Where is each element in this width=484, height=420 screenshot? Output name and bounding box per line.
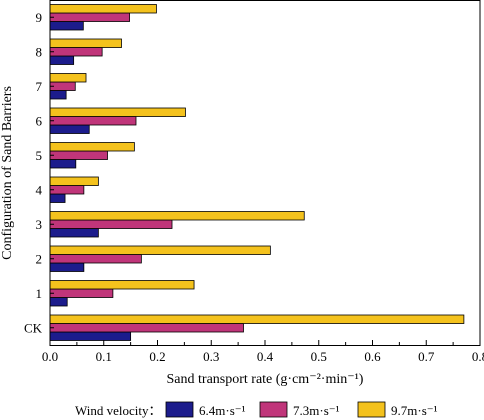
legend-label-series-1: 6.4m·s⁻¹	[199, 403, 246, 418]
bar-6-series-3	[49, 107, 186, 117]
y-tick-label: 7	[36, 79, 43, 94]
bar-3-series-3	[49, 211, 305, 221]
y-tick-label: 8	[36, 44, 43, 59]
bar-4-series-1	[49, 193, 66, 203]
x-tick-label: 0.8	[472, 349, 484, 364]
bar-2-series-1	[49, 262, 85, 272]
legend-title: Wind velocity：	[75, 403, 162, 418]
y-axis-label: Configuration of Sand Barriers	[0, 86, 15, 260]
bar-8-series-1	[49, 55, 75, 65]
bar-7-series-1	[49, 90, 67, 100]
y-tick-label: CK	[24, 320, 43, 335]
bar-1-series-2	[49, 288, 114, 298]
x-tick-label: 0.7	[418, 349, 435, 364]
bars-layer	[49, 4, 465, 341]
bar-4-series-2	[49, 185, 85, 195]
y-tick-label: 6	[36, 113, 43, 128]
y-tick-label: 3	[36, 217, 43, 232]
x-tick-label: 0.5	[311, 349, 327, 364]
y-tick-label: 5	[36, 148, 43, 163]
bar-5-series-1	[49, 159, 77, 169]
bar-CK-series-3	[49, 314, 465, 324]
bar-7-series-3	[49, 73, 87, 83]
bar-9-series-3	[49, 4, 157, 14]
y-tick-label: 4	[36, 182, 43, 197]
bar-9-series-1	[49, 21, 84, 31]
legend-swatch-series-3	[357, 401, 386, 418]
bar-8-series-2	[49, 47, 103, 57]
legend-label-series-3: 9.7m·s⁻¹	[391, 403, 438, 418]
bar-3-series-1	[49, 228, 99, 238]
bar-2-series-3	[49, 245, 271, 255]
legend-label-series-2: 7.3m·s⁻¹	[293, 403, 340, 418]
bar-1-series-3	[49, 280, 195, 290]
bar-1-series-1	[49, 297, 68, 307]
bar-4-series-3	[49, 176, 99, 186]
x-tick-label: 0.2	[149, 349, 165, 364]
y-tick-label: 9	[36, 10, 43, 25]
y-axis-ticks: CK 1 2 3 4 5 6 7 8 9	[24, 10, 54, 335]
bar-CK-series-2	[49, 323, 244, 333]
bar-8-series-3	[49, 38, 122, 48]
x-axis-ticks: 0.0 0.1 0.2 0.3 0.4 0.5 0.6 0.7 0.8	[42, 340, 484, 364]
bar-CK-series-1	[49, 331, 132, 341]
x-tick-label: 0.4	[257, 349, 274, 364]
bar-5-series-2	[49, 150, 108, 160]
plot-frame	[49, 0, 481, 346]
legend-swatch-series-1	[165, 401, 194, 418]
bar-6-series-2	[49, 116, 137, 126]
bar-3-series-2	[49, 219, 173, 229]
x-tick-label: 0.6	[364, 349, 381, 364]
x-tick-label: 0.1	[96, 349, 112, 364]
bar-6-series-1	[49, 124, 90, 134]
y-tick-label: 1	[36, 286, 43, 301]
bar-2-series-2	[49, 254, 142, 264]
x-tick-label: 0.3	[203, 349, 219, 364]
bar-9-series-2	[49, 12, 130, 22]
y-tick-label: 2	[36, 251, 43, 266]
legend: Wind velocity： 6.4m·s⁻¹ 7.3m·s⁻¹ 9.7m·s⁻¹	[75, 401, 438, 418]
bar-5-series-3	[49, 142, 135, 152]
x-tick-label: 0.0	[42, 349, 58, 364]
legend-swatch-series-2	[259, 401, 288, 418]
x-axis-label: Sand transport rate (g·cm⁻²·min⁻¹)	[167, 372, 364, 387]
